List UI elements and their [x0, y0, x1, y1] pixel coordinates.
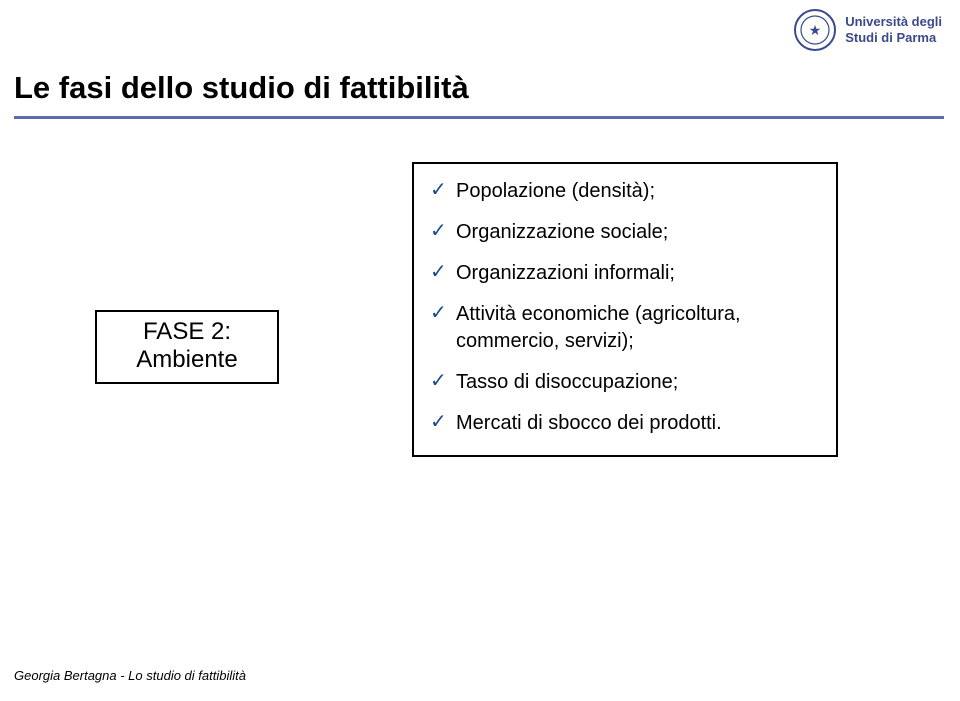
checkmark-icon: ✓	[430, 219, 450, 243]
university-name-line2: Studi di Parma	[845, 30, 942, 46]
bullet-item: ✓ Popolazione (densità);	[430, 178, 820, 205]
bullet-text: Organizzazione sociale;	[456, 219, 668, 246]
checkmark-icon: ✓	[430, 260, 450, 284]
checkmark-icon: ✓	[430, 369, 450, 393]
bullet-text: Attività economiche (agricoltura, commer…	[456, 301, 820, 355]
bullet-item: ✓ Mercati di sbocco dei prodotti.	[430, 410, 820, 437]
slide: ★ Università degli Studi di Parma Le fas…	[0, 0, 960, 701]
bullet-item: ✓ Organizzazione sociale;	[430, 219, 820, 246]
bullet-text: Mercati di sbocco dei prodotti.	[456, 410, 722, 437]
university-logo-block: ★ Università degli Studi di Parma	[793, 8, 942, 52]
bullet-text: Tasso di disoccupazione;	[456, 369, 678, 396]
university-name: Università degli Studi di Parma	[845, 14, 942, 45]
phase-box: FASE 2: Ambiente	[95, 310, 279, 384]
bullets-box: ✓ Popolazione (densità); ✓ Organizzazion…	[412, 162, 838, 457]
page-title: Le fasi dello studio di fattibilità	[14, 70, 469, 106]
bullet-item: ✓ Tasso di disoccupazione;	[430, 369, 820, 396]
university-seal-icon: ★	[793, 8, 837, 52]
checkmark-icon: ✓	[430, 301, 450, 325]
phase-label: FASE 2:	[97, 318, 277, 346]
svg-text:★: ★	[809, 22, 822, 38]
bullet-text: Organizzazioni informali;	[456, 260, 675, 287]
university-name-line1: Università degli	[845, 14, 942, 30]
checkmark-icon: ✓	[430, 410, 450, 434]
footer-text: Georgia Bertagna - Lo studio di fattibil…	[14, 668, 246, 683]
title-underline	[14, 116, 944, 119]
bullet-text: Popolazione (densità);	[456, 178, 655, 205]
bullet-item: ✓ Attività economiche (agricoltura, comm…	[430, 301, 820, 355]
checkmark-icon: ✓	[430, 178, 450, 202]
phase-name: Ambiente	[97, 346, 277, 374]
bullet-item: ✓ Organizzazioni informali;	[430, 260, 820, 287]
